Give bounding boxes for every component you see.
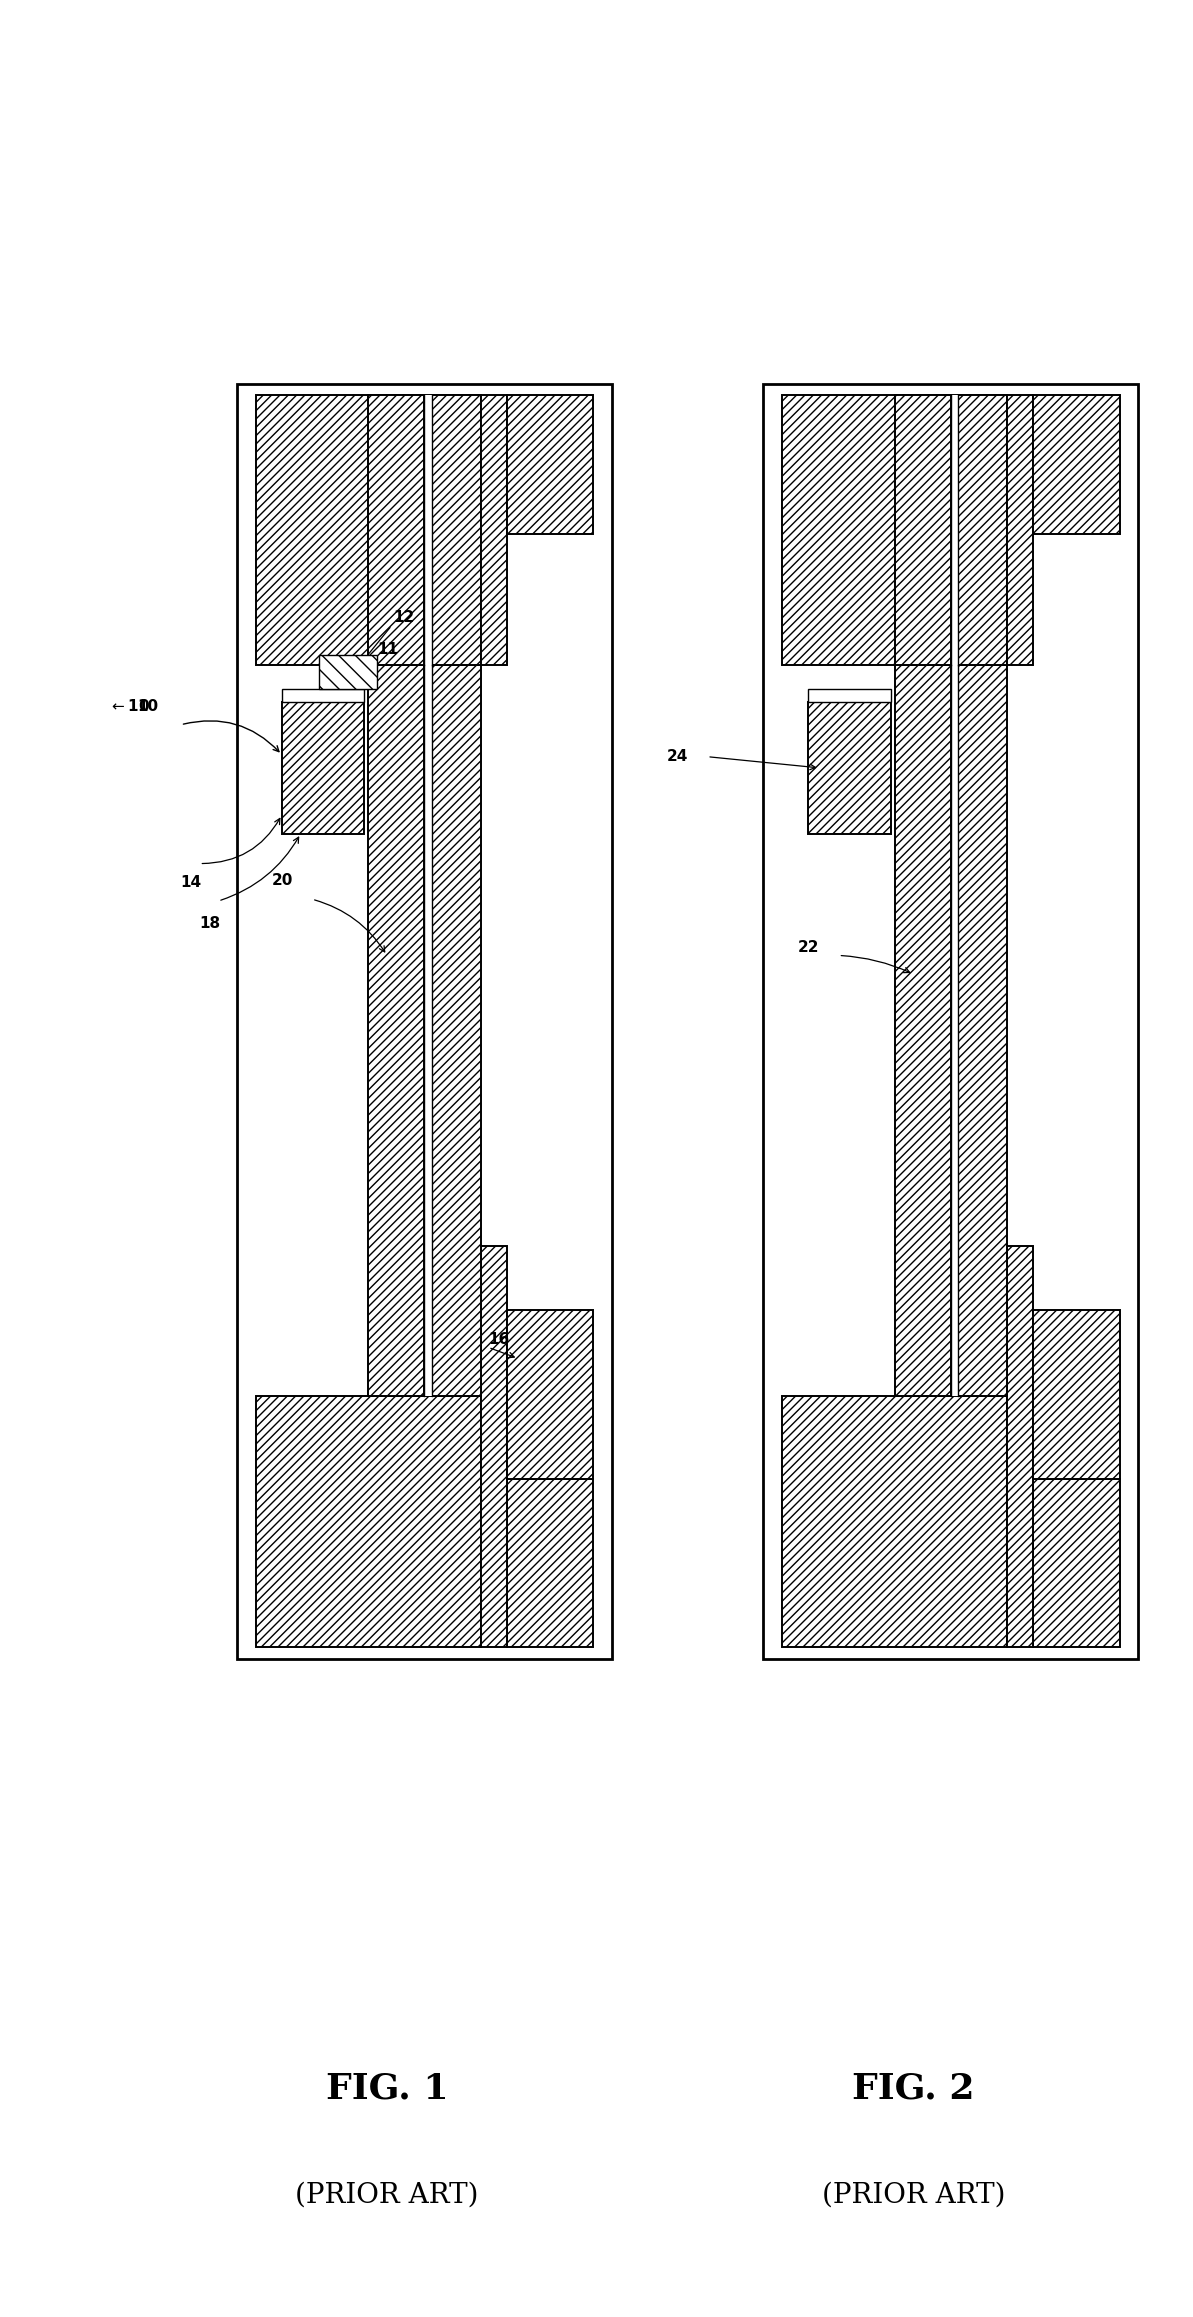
Bar [809,702,891,834]
Bar [319,656,377,688]
Bar [369,394,425,665]
Text: 18: 18 [199,915,221,931]
Bar [895,665,951,1397]
Bar [432,394,481,665]
Bar [425,665,432,1397]
Text: 16: 16 [488,1332,509,1346]
Text: FIG. 2: FIG. 2 [852,2071,975,2106]
Bar [432,665,481,1397]
Text: 11: 11 [377,642,398,658]
Bar [507,1309,593,1478]
Text: 22: 22 [798,941,820,955]
Bar [237,385,612,1659]
Bar [481,1247,507,1647]
Bar [951,394,958,665]
Text: 12: 12 [394,609,415,626]
Bar [1007,394,1033,665]
Text: (PRIOR ART): (PRIOR ART) [295,2180,478,2208]
Bar [764,385,1138,1659]
Text: 14: 14 [180,876,202,890]
Bar [255,394,481,665]
Text: (PRIOR ART): (PRIOR ART) [822,2180,1006,2208]
Bar [951,665,958,1397]
Text: 10: 10 [137,697,159,714]
Text: $\leftarrow$10: $\leftarrow$10 [110,697,150,714]
Bar [895,394,951,665]
Bar [481,394,507,665]
Bar [255,1397,481,1647]
Bar [783,1397,1007,1647]
Text: 24: 24 [667,748,688,765]
Bar [369,665,425,1397]
Bar [958,394,1007,665]
Text: FIG. 1: FIG. 1 [326,2071,449,2106]
Bar [1033,1478,1120,1647]
Bar [1007,1247,1033,1647]
Text: 20: 20 [272,874,293,887]
Bar [1033,394,1120,533]
Bar [1033,1309,1120,1478]
Bar [282,688,364,702]
Bar [507,1478,593,1647]
Bar [507,394,593,533]
Bar [282,702,364,834]
Bar [425,394,432,665]
Bar [958,665,1007,1397]
Bar [809,688,891,702]
Bar [783,394,1007,665]
